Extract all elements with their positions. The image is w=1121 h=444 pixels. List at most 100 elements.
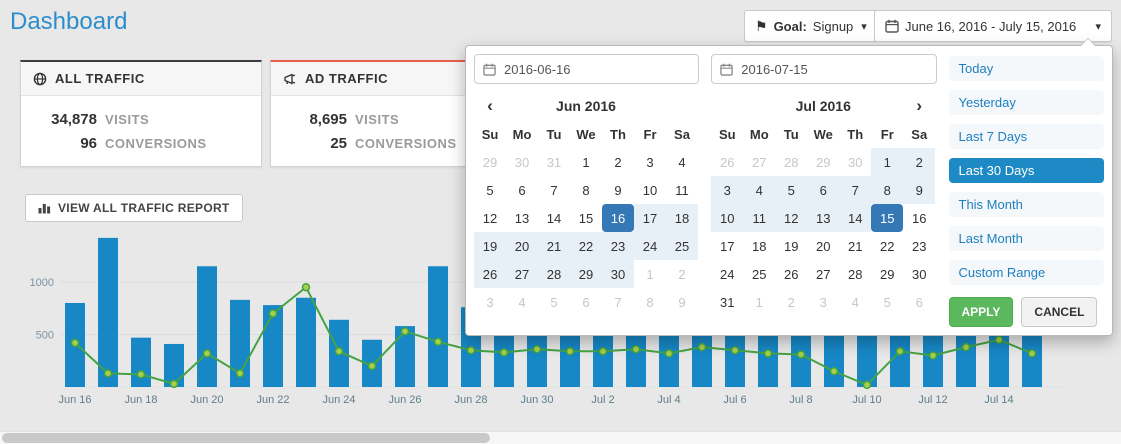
line-marker[interactable] <box>334 347 344 356</box>
day-cell[interactable]: 29 <box>482 154 498 170</box>
day-cell[interactable]: 29 <box>570 260 602 288</box>
day-cell[interactable]: 6 <box>582 294 590 310</box>
day-cell[interactable]: 27 <box>752 154 767 170</box>
line-marker[interactable] <box>202 349 212 358</box>
day-cell[interactable]: 21 <box>538 232 570 260</box>
day-cell[interactable]: 3 <box>819 294 827 310</box>
line-marker[interactable] <box>994 335 1004 344</box>
line-marker[interactable] <box>169 379 179 389</box>
visits-bar[interactable] <box>197 266 217 387</box>
day-cell[interactable]: 30 <box>602 260 634 288</box>
day-cell[interactable]: 23 <box>912 238 927 254</box>
preset-today[interactable]: Today <box>948 56 1104 81</box>
day-cell[interactable]: 4 <box>678 154 686 170</box>
day-cell[interactable]: 1 <box>582 154 590 170</box>
day-cell[interactable]: 20 <box>816 238 831 254</box>
day-cell[interactable]: 22 <box>880 238 895 254</box>
day-cell[interactable]: 7 <box>550 182 558 198</box>
scrollbar-thumb[interactable] <box>2 433 490 443</box>
day-cell[interactable]: 8 <box>582 182 590 198</box>
day-cell[interactable]: 31 <box>546 154 562 170</box>
day-cell[interactable]: 26 <box>784 266 799 282</box>
line-marker[interactable] <box>268 309 278 318</box>
day-cell[interactable]: 15 <box>871 204 904 232</box>
line-marker[interactable] <box>928 351 938 360</box>
line-marker[interactable] <box>499 348 509 357</box>
day-cell[interactable]: 11 <box>675 182 689 198</box>
day-cell[interactable]: 4 <box>743 176 776 204</box>
visits-bar[interactable] <box>131 337 151 387</box>
day-cell[interactable]: 27 <box>506 260 538 288</box>
day-cell[interactable]: 24 <box>634 232 666 260</box>
day-cell[interactable]: 2 <box>787 294 795 310</box>
goal-dropdown[interactable]: ⚑ Goal: Signup ▾ <box>744 10 878 42</box>
day-cell[interactable]: 19 <box>784 238 799 254</box>
day-cell[interactable]: 5 <box>883 294 891 310</box>
day-cell[interactable]: 29 <box>816 154 831 170</box>
line-marker[interactable] <box>466 346 476 355</box>
day-cell[interactable]: 21 <box>848 238 863 254</box>
day-cell[interactable]: 26 <box>474 260 506 288</box>
horizontal-scrollbar[interactable] <box>0 431 1121 444</box>
visits-bar[interactable] <box>395 326 415 387</box>
line-marker[interactable] <box>136 370 146 379</box>
visits-bar[interactable] <box>98 237 118 387</box>
day-cell[interactable]: 7 <box>839 176 872 204</box>
line-marker[interactable] <box>598 347 608 356</box>
day-cell[interactable]: 2 <box>614 154 622 170</box>
day-cell[interactable]: 1 <box>646 266 654 282</box>
day-cell[interactable]: 18 <box>666 204 698 232</box>
day-cell[interactable]: 24 <box>720 266 735 282</box>
line-marker[interactable] <box>70 338 80 348</box>
day-cell[interactable]: 3 <box>711 176 744 204</box>
day-cell[interactable]: 26 <box>720 154 735 170</box>
day-cell[interactable]: 6 <box>518 182 526 198</box>
day-cell[interactable]: 9 <box>614 182 622 198</box>
visits-bar[interactable] <box>164 343 184 387</box>
day-cell[interactable]: 27 <box>816 266 831 282</box>
day-cell[interactable]: 13 <box>807 204 840 232</box>
line-marker[interactable] <box>895 347 905 356</box>
line-marker[interactable] <box>664 349 674 358</box>
preset-last-7-days[interactable]: Last 7 Days <box>948 124 1104 149</box>
date-range-dropdown[interactable]: June 16, 2016 - July 15, 2016 ▾ <box>874 10 1112 42</box>
day-cell[interactable]: 29 <box>880 266 895 282</box>
day-cell[interactable]: 13 <box>514 210 530 226</box>
day-cell[interactable]: 10 <box>642 182 658 198</box>
day-cell[interactable]: 28 <box>848 266 863 282</box>
day-cell[interactable]: 31 <box>720 294 735 310</box>
line-marker[interactable] <box>796 350 806 359</box>
day-cell[interactable]: 23 <box>602 232 634 260</box>
line-marker[interactable] <box>532 344 542 354</box>
day-cell[interactable]: 28 <box>784 154 799 170</box>
day-cell[interactable]: 10 <box>711 204 744 232</box>
day-cell[interactable]: 9 <box>678 294 686 310</box>
day-cell[interactable]: 4 <box>851 294 859 310</box>
line-marker[interactable] <box>565 347 575 356</box>
day-cell[interactable]: 14 <box>546 210 562 226</box>
day-cell[interactable]: 30 <box>848 154 863 170</box>
day-cell[interactable]: 8 <box>871 176 904 204</box>
day-cell[interactable]: 1 <box>871 148 904 176</box>
day-cell[interactable]: 7 <box>614 294 622 310</box>
visits-bar[interactable] <box>296 297 316 387</box>
day-cell[interactable]: 1 <box>755 294 763 310</box>
day-cell[interactable]: 4 <box>518 294 526 310</box>
day-cell[interactable]: 25 <box>666 232 698 260</box>
preset-this-month[interactable]: This Month <box>948 192 1104 217</box>
day-cell[interactable]: 16 <box>602 204 634 232</box>
end-date-input[interactable] <box>739 60 928 78</box>
day-cell[interactable]: 19 <box>474 232 506 260</box>
day-cell[interactable]: 15 <box>578 210 594 226</box>
cancel-button[interactable]: CANCEL <box>1021 297 1098 327</box>
preset-last-30-days[interactable]: Last 30 Days <box>948 158 1104 183</box>
day-cell[interactable]: 16 <box>912 210 927 226</box>
line-marker[interactable] <box>301 283 311 292</box>
line-marker[interactable] <box>1027 349 1037 358</box>
day-cell[interactable]: 2 <box>678 266 686 282</box>
day-cell[interactable]: 8 <box>646 294 654 310</box>
preset-custom-range[interactable]: Custom Range <box>948 260 1104 285</box>
line-marker[interactable] <box>697 342 707 352</box>
day-cell[interactable]: 30 <box>912 266 927 282</box>
chevron-left-icon[interactable]: ‹ <box>487 96 493 115</box>
